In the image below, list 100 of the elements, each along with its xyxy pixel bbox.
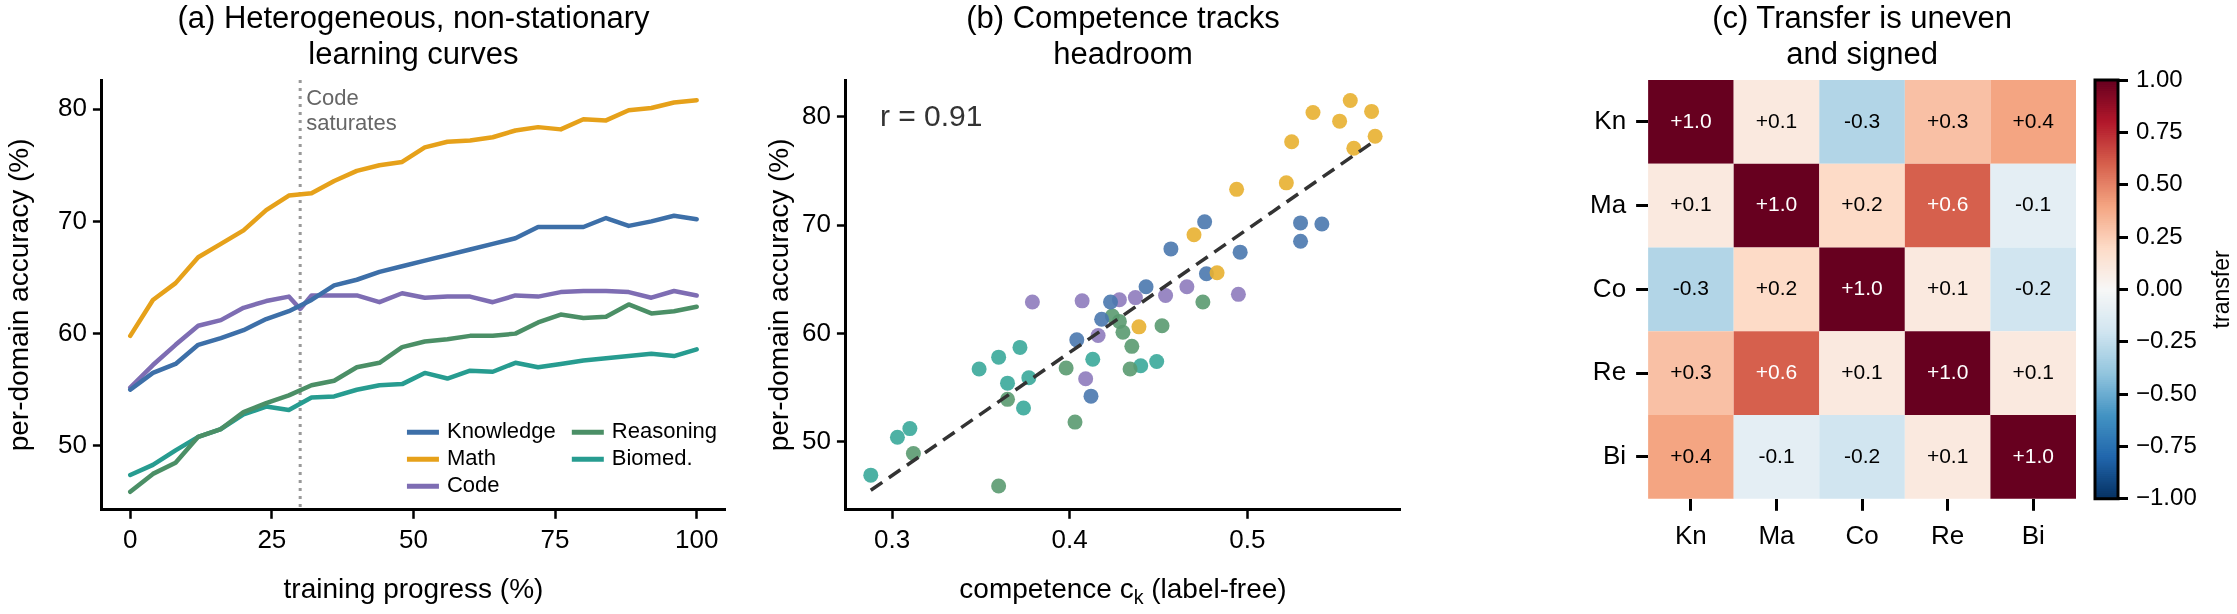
point (1131, 319, 1147, 335)
point (1209, 265, 1225, 281)
point (1000, 375, 1016, 391)
legend-label: Reasoning (611, 418, 717, 444)
point (1186, 227, 1202, 243)
data-label: -0.2 (2015, 276, 2052, 300)
point (1115, 324, 1131, 340)
data-label: +0.1 (1841, 359, 1883, 383)
point (1149, 353, 1165, 369)
x-tick-label: Re (1931, 519, 1965, 550)
color-bar-title: transfer (2208, 250, 2235, 329)
x-tick-label: 0.3 (874, 523, 911, 554)
data-label: +0.1 (1670, 192, 1712, 216)
data-label: +0.4 (2012, 108, 2055, 132)
point (1083, 388, 1099, 404)
point (991, 478, 1007, 494)
data-label: +0.6 (1926, 192, 1969, 216)
point (1278, 175, 1294, 191)
point (1138, 279, 1154, 295)
y-tick-label: Co (1592, 272, 1627, 303)
point (1346, 140, 1362, 156)
point (1012, 339, 1028, 355)
point (1229, 181, 1245, 197)
point (1179, 279, 1195, 295)
y-tick-label: 80 (58, 92, 87, 123)
x-tick-label: 0.4 (1051, 523, 1088, 554)
data-label: +0.1 (2012, 359, 2054, 383)
color-bar-label: 0.25 (2136, 221, 2183, 249)
x-tick-label: 0.5 (1229, 523, 1266, 554)
point (1232, 244, 1248, 260)
legend-label: Knowledge (446, 418, 556, 444)
data-label: +0.6 (1755, 359, 1798, 383)
color-bar-label: 1.00 (2136, 64, 2183, 92)
y-tick-label: 70 (58, 204, 87, 235)
data-label: +0.1 (1755, 108, 1798, 132)
point (1195, 294, 1211, 310)
data-label: +0.4 (1670, 443, 1712, 467)
annotation: r = 0.91 (879, 99, 983, 133)
point (971, 361, 987, 377)
y-tick-label: 50 (802, 424, 831, 455)
x-tick-label: 0 (123, 523, 138, 554)
point (991, 349, 1007, 365)
data-label: +1.0 (2012, 443, 2054, 467)
point (1067, 414, 1083, 430)
color-bar-label: −0.50 (2136, 378, 2197, 406)
chart-title: (c) Transfer is uneven and signed (1712, 0, 2012, 71)
point (889, 429, 905, 445)
point (902, 421, 918, 437)
x-tick-label: 75 (540, 523, 570, 554)
data-label: +1.0 (1841, 276, 1883, 300)
chart-title: (b) Competence tracks headroom (966, 0, 1280, 71)
x-tick-label: Bi (2021, 519, 2045, 550)
x-tick-label: Kn (1675, 519, 1707, 550)
x-tick-label: Co (1845, 519, 1879, 550)
data-label: +0.1 (1926, 443, 1969, 467)
point (863, 467, 879, 483)
y-tick-label: 80 (802, 99, 831, 130)
point (1069, 332, 1085, 348)
y-tick-label: 60 (802, 316, 831, 347)
point (1364, 103, 1380, 119)
point (1124, 338, 1140, 354)
x-axis-title: training progress (%) (283, 572, 544, 604)
y-tick-label: 50 (58, 429, 87, 460)
color-bar-label: −0.75 (2136, 431, 2197, 459)
point (1058, 360, 1074, 376)
data-label: -0.3 (1672, 276, 1709, 300)
legend-label: Code (446, 472, 500, 498)
point (1122, 361, 1138, 377)
x-tick-label: 50 (399, 523, 428, 554)
point (1163, 241, 1179, 257)
ref-line-label: Code saturates (306, 85, 397, 136)
color-bar-label: −0.25 (2136, 326, 2197, 354)
y-tick-label: Re (1592, 356, 1627, 387)
data-label: +1.0 (1926, 359, 1969, 383)
point (1230, 286, 1246, 302)
point (1154, 318, 1170, 334)
point (1074, 293, 1090, 309)
data-label: +0.1 (1926, 276, 1969, 300)
point (1016, 400, 1032, 416)
point (1293, 233, 1309, 249)
data-label: +0.3 (1670, 359, 1712, 383)
color-bar-label: 0.75 (2136, 116, 2183, 144)
y-tick-label: Bi (1602, 440, 1627, 471)
data-label: +1.0 (1755, 192, 1798, 216)
point (1367, 128, 1383, 144)
y-tick-label: 60 (58, 316, 87, 347)
y-axis-title: per-domain accuracy (%) (762, 138, 794, 452)
x-tick-label: Ma (1758, 519, 1796, 550)
point (1293, 215, 1309, 231)
data-label: -0.2 (1843, 443, 1881, 467)
color-bar-label: 0.50 (2136, 169, 2183, 197)
point (1332, 113, 1348, 129)
point (1024, 294, 1040, 310)
point (1103, 294, 1119, 310)
point (1085, 351, 1101, 367)
point (1127, 290, 1143, 306)
data-label: -0.1 (1758, 443, 1795, 467)
x-tick-label: 100 (674, 523, 719, 554)
data-label: +0.3 (1926, 108, 1969, 132)
point (1314, 216, 1330, 232)
